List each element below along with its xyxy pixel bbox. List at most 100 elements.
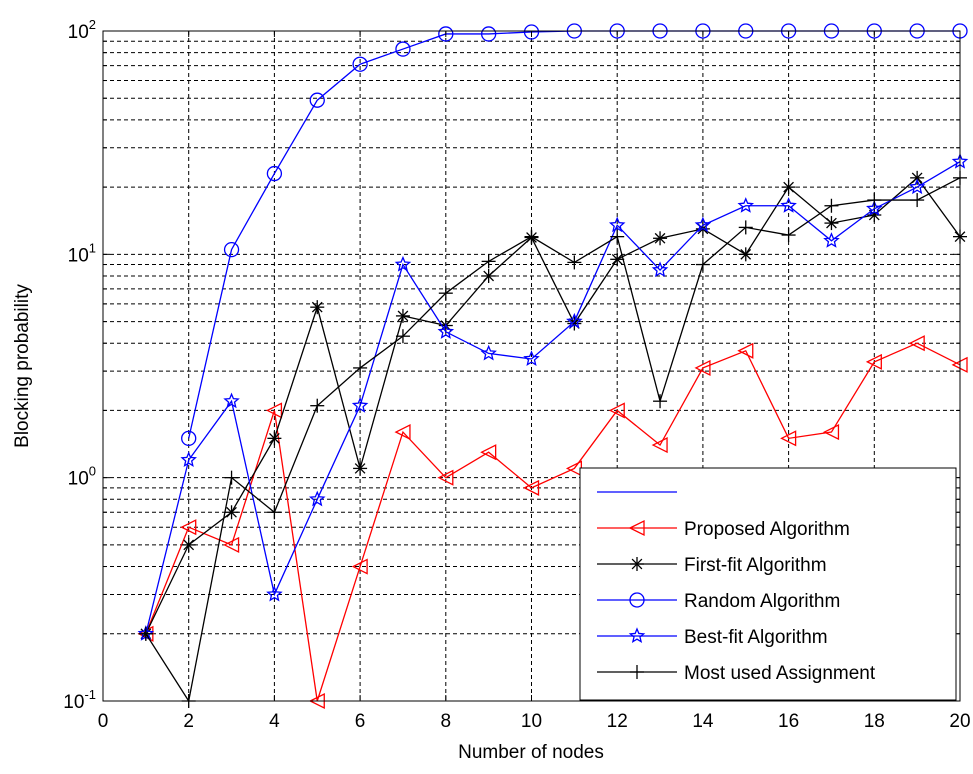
legend-marker	[630, 665, 644, 679]
y-tick-label: 100	[68, 464, 96, 490]
triangle-marker-shape	[694, 359, 711, 376]
data-point	[908, 178, 926, 195]
legend-marker	[628, 519, 645, 537]
legend-label: Most used Assignment	[684, 663, 876, 684]
data-point	[267, 505, 282, 520]
asterisk-stroke	[183, 539, 195, 551]
data-point	[480, 344, 497, 361]
data-point	[394, 424, 411, 441]
legend-entry: Most used Assignment	[597, 663, 876, 684]
x-tick-label: 0	[98, 711, 109, 732]
triangle-marker-shape	[180, 519, 197, 536]
circle-marker-shape	[480, 26, 497, 42]
data-point	[395, 329, 410, 344]
asterisk-stroke	[631, 558, 643, 570]
data-point	[351, 397, 369, 413]
data-point	[867, 193, 882, 208]
data-point	[310, 300, 325, 315]
triangle-marker-shape	[265, 402, 283, 419]
circle-marker-shape	[438, 26, 454, 42]
legend-box	[579, 467, 957, 701]
legend-entry: Random Algorithm	[597, 591, 840, 612]
data-point	[310, 398, 325, 413]
data-point	[610, 252, 625, 267]
data-point	[394, 255, 412, 272]
asterisk-stroke	[397, 310, 409, 322]
triangle-marker-shape	[351, 558, 368, 575]
data-point	[138, 626, 153, 641]
data-point	[567, 255, 582, 270]
legend-marker	[629, 592, 645, 608]
data-point	[737, 342, 754, 359]
data-point	[352, 56, 368, 72]
data-point	[823, 232, 840, 248]
data-point	[781, 228, 796, 243]
data-point	[866, 200, 883, 216]
star-marker-shape	[651, 261, 669, 278]
legend: Proposed Algorithm First-fit Algorithm Ran…	[579, 467, 957, 701]
x-tick-label: 14	[692, 711, 714, 732]
legend-entry: First-fit Algorithm	[597, 555, 827, 576]
triangle-marker-shape	[223, 536, 240, 553]
data-point	[181, 537, 196, 552]
asterisk-stroke	[483, 270, 495, 282]
data-point	[437, 469, 454, 486]
x-tick-label: 20	[949, 711, 970, 732]
triangle-marker-shape	[628, 519, 645, 537]
data-point	[353, 461, 368, 476]
asterisk-stroke	[654, 232, 666, 244]
data-point	[737, 197, 755, 213]
data-point	[481, 268, 496, 283]
data-point	[651, 436, 668, 454]
star-marker-shape	[308, 490, 326, 507]
series-line	[145, 342, 961, 702]
asterisk-stroke	[826, 217, 837, 229]
star-marker-shape	[523, 350, 540, 366]
y-axis-label: Blocking probability	[12, 284, 33, 448]
star-marker-shape	[866, 200, 883, 216]
data-point	[910, 193, 925, 208]
star-marker-shape	[223, 392, 240, 409]
triangle-marker-shape	[651, 436, 668, 454]
data-point	[780, 197, 797, 213]
star-marker-shape	[566, 312, 583, 329]
legend-entry: Best-fit Algorithm	[597, 627, 828, 648]
series-plus	[138, 170, 967, 708]
triangle-marker-shape	[437, 469, 454, 486]
triangle-marker-shape	[737, 342, 754, 359]
triangle-marker-shape	[394, 424, 411, 441]
asterisk-stroke	[226, 506, 237, 518]
data-point	[824, 216, 839, 231]
x-tick-label: 18	[864, 711, 885, 732]
data-point	[353, 360, 368, 375]
x-tick-label: 8	[441, 711, 452, 732]
data-point	[781, 180, 796, 195]
y-tick-label: 102	[68, 17, 96, 43]
data-point	[824, 198, 839, 213]
data-point	[780, 430, 797, 447]
star-marker-shape	[780, 197, 797, 213]
data-point	[480, 444, 497, 461]
data-point	[608, 216, 626, 233]
data-point	[653, 394, 668, 409]
data-point	[738, 220, 753, 235]
data-point	[395, 41, 411, 57]
grid-lines	[103, 31, 960, 701]
data-point	[223, 536, 240, 553]
x-axis-label: Number of nodes	[458, 742, 604, 763]
data-point	[308, 490, 326, 507]
circle-marker-shape	[352, 56, 368, 72]
data-point	[266, 165, 283, 182]
asterisk-stroke	[354, 463, 366, 474]
asterisk-stroke	[269, 432, 280, 444]
data-point	[608, 402, 625, 419]
data-point	[865, 353, 882, 370]
asterisk-stroke	[740, 248, 752, 260]
data-point	[224, 470, 239, 485]
triangle-marker-shape	[780, 430, 797, 447]
data-point	[395, 308, 410, 323]
data-point	[223, 392, 240, 409]
legend-label: Proposed Algorithm	[684, 519, 850, 540]
triangle-marker-shape	[908, 335, 925, 352]
